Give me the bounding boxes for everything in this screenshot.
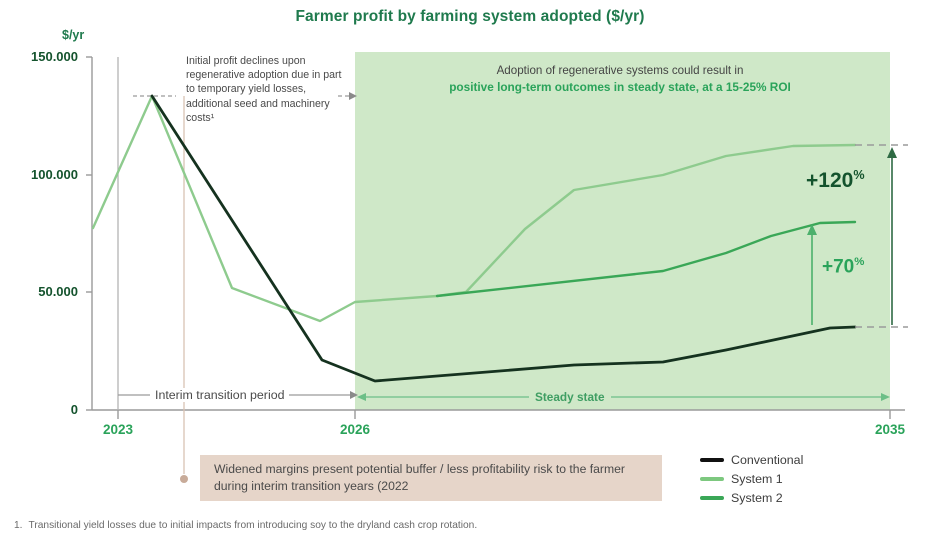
- footnote: 1. Transitional yield losses due to initi…: [14, 520, 477, 531]
- initial-decline-annotation: Initial profit declines upon regenerativ…: [186, 55, 342, 124]
- callout-box: [200, 455, 662, 501]
- steady-period-arrow-head-left: [357, 393, 366, 401]
- callout-stem-dot: [180, 475, 188, 483]
- legend-item-system-1[interactable]: System 1: [700, 471, 803, 487]
- legend: Conventional System 1 System 2: [700, 452, 803, 506]
- x-tick-label-2026: 2026: [339, 422, 371, 437]
- delta-label-system-1: +120%: [806, 168, 865, 193]
- legend-label-conventional: Conventional: [731, 453, 804, 467]
- series-line-system-1: [91, 94, 857, 323]
- annotation-arrow-head: [349, 92, 357, 100]
- y-tick-label-150000-wrap: 150.000: [0, 49, 78, 64]
- legend-item-system-2[interactable]: System 2: [700, 490, 803, 506]
- steady-state-band: [355, 52, 890, 410]
- delta-120-arrow-head: [887, 147, 897, 158]
- steady-period-arrow-head-right: [881, 393, 890, 401]
- steady-state-note: Adoption of regenerative systems could r…: [360, 63, 880, 95]
- interim-period-label: Interim transition period: [150, 388, 290, 402]
- x-tick-label-2035: 2035: [874, 422, 906, 437]
- callout-text: Widened margins present potential buffer…: [214, 462, 625, 493]
- series-line-system-2: [435, 220, 857, 298]
- delta-label-system-2-unit: %: [854, 256, 865, 268]
- legend-swatch-system-2: [700, 496, 724, 500]
- y-tick-label-0: 0: [70, 402, 78, 417]
- steady-period-label: Steady state: [529, 390, 611, 404]
- y-tick-label-150000: 150.000: [31, 49, 78, 64]
- footnote-text: Transitional yield losses due to initial…: [28, 520, 478, 531]
- steady-state-note-line-1: Adoption of regenerative systems could r…: [496, 64, 744, 77]
- steady-state-note-line-2: positive long-term outcomes in steady st…: [449, 80, 791, 94]
- legend-label-system-2: System 2: [731, 491, 783, 505]
- x-tick-label-2023: 2023: [102, 422, 134, 437]
- delta-label-system-2-value: +70: [822, 256, 855, 278]
- delta-label-system-1-unit: %: [853, 168, 865, 182]
- y-axis-unit-label: $/yr: [62, 28, 85, 42]
- y-tick-label-0-wrap: 0: [0, 402, 78, 417]
- legend-label-system-1: System 1: [731, 472, 783, 486]
- y-tick-label-50000-wrap: 50.000: [0, 284, 78, 299]
- legend-item-conventional[interactable]: Conventional: [700, 452, 803, 468]
- y-tick-label-50000: 50.000: [38, 284, 78, 299]
- series-line-conventional: [150, 94, 857, 383]
- legend-swatch-system-1: [700, 477, 724, 481]
- footnote-number: 1.: [14, 520, 23, 531]
- interim-period-arrow-head: [350, 391, 358, 399]
- page-title: Farmer profit by farming system adopted …: [295, 8, 645, 25]
- delta-70-arrow-head: [807, 224, 817, 235]
- delta-label-system-1-value: +120: [806, 169, 854, 192]
- legend-swatch-conventional: [700, 458, 724, 462]
- y-tick-label-100000: 100.000: [31, 167, 78, 182]
- y-tick-label-100000-wrap: 100.000: [0, 167, 78, 182]
- delta-label-system-2: +70%: [822, 256, 864, 278]
